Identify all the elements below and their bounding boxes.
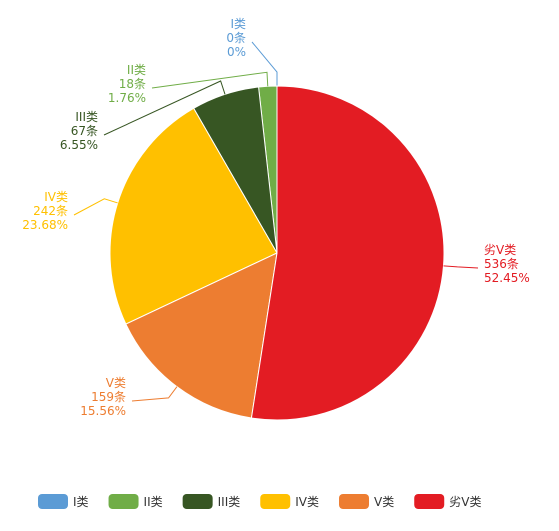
legend-label: V类 (374, 495, 394, 509)
slice-label: 劣V类 (484, 243, 516, 257)
slice-label: 159条 (91, 390, 126, 404)
legend-swatch (339, 494, 370, 509)
leader-line (151, 71, 269, 89)
legend-swatch (414, 494, 445, 509)
slice-label: 23.68% (22, 218, 68, 232)
legend-label: II类 (144, 495, 163, 509)
slice-label: 0条 (226, 31, 246, 45)
slice-label: V类 (106, 376, 126, 390)
slice-label: 18条 (119, 77, 146, 91)
leader-line (251, 41, 278, 86)
leader-line (443, 265, 479, 269)
legend-label: IV类 (295, 495, 319, 509)
legend-label: III类 (218, 495, 241, 509)
slice-label: 0% (227, 45, 246, 59)
legend-label: I类 (73, 495, 89, 509)
leader-line (73, 198, 118, 216)
slice-label: IV类 (44, 190, 68, 204)
leader-line (131, 386, 178, 402)
legend-swatch (260, 494, 291, 509)
pie-slice (250, 85, 445, 421)
legend-swatch (182, 494, 213, 509)
slice-label: 6.55% (60, 138, 98, 152)
legend-label: 劣V类 (449, 495, 481, 509)
leader-line (103, 80, 226, 136)
slice-label: 67条 (71, 124, 98, 138)
slice-label: I类 (230, 17, 246, 31)
slice-label: III类 (75, 110, 98, 124)
slice-label: 15.56% (80, 404, 126, 418)
slice-label: 536条 (484, 257, 519, 271)
legend-swatch (38, 494, 68, 509)
slice-label: 1.76% (108, 91, 146, 105)
slice-label: 52.45% (484, 271, 530, 285)
slice-label: II类 (127, 63, 146, 77)
slice-label: 242条 (33, 204, 68, 218)
legend-swatch (108, 494, 139, 509)
